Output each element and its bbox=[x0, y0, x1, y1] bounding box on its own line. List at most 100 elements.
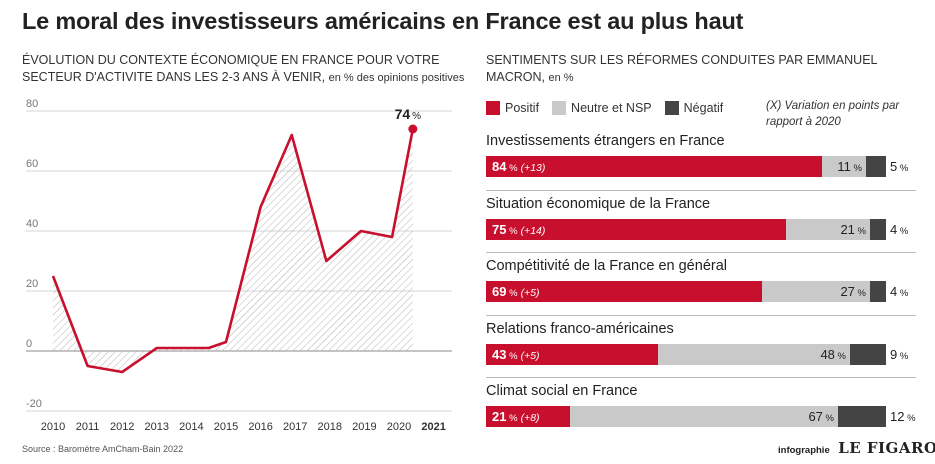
bar-value-positive: 75 % (+14) bbox=[492, 222, 545, 237]
bar-segment-negative: 12 % bbox=[838, 406, 916, 427]
bar-chart-subtitle-unit: en % bbox=[548, 72, 574, 84]
x-tick-label: 2014 bbox=[179, 421, 203, 433]
variation-value: (+13) bbox=[520, 162, 546, 174]
legend-item-neutral: Neutre et NSP bbox=[552, 101, 652, 115]
x-tick-label: 2020 bbox=[387, 421, 411, 433]
end-value-unit: % bbox=[412, 111, 421, 122]
page-title: Le moral des investisseurs américains en… bbox=[22, 8, 744, 34]
stacked-bar: 84 % (+13) 11 % 5 % bbox=[486, 156, 908, 177]
x-tick-label: 2012 bbox=[110, 421, 134, 433]
y-tick-label: 40 bbox=[26, 218, 38, 230]
bar-segment-positive: 75 % (+14) bbox=[486, 218, 786, 240]
neutral-unit: % bbox=[834, 350, 846, 362]
bar-segment-neutral: 11 % bbox=[822, 156, 866, 177]
x-tick-label: 2015 bbox=[214, 421, 238, 433]
bar-segment-negative: 5 % bbox=[866, 156, 908, 177]
positive-unit: % bbox=[506, 350, 518, 362]
bar-segment-positive: 84 % (+13) bbox=[486, 156, 822, 177]
line-chart-subtitle-text: ÉVOLUTION DU CONTEXTE ÉCONOMIQUE EN FRAN… bbox=[22, 53, 440, 84]
x-tick-label: 2021 bbox=[421, 421, 445, 433]
bar-segment-negative: 9 % bbox=[850, 343, 908, 365]
neutral-unit: % bbox=[854, 225, 866, 237]
bar-value-neutral: 11 % bbox=[837, 159, 862, 174]
bar-category-label: Investissements étrangers en France bbox=[486, 133, 725, 149]
negative-unit: % bbox=[897, 288, 909, 299]
bar-value-neutral: 21 % bbox=[840, 222, 866, 237]
x-tick-label: 2013 bbox=[145, 421, 169, 433]
positive-value: 75 bbox=[492, 221, 507, 237]
positive-value: 69 bbox=[492, 284, 507, 299]
neutral-value: 27 bbox=[840, 284, 855, 299]
end-value-label: 74% bbox=[395, 106, 422, 122]
neutral-value: 67 bbox=[808, 409, 823, 424]
variation-value: (+14) bbox=[520, 224, 546, 237]
bar-chart-legend: Positif Neutre et NSP Négatif bbox=[486, 100, 736, 116]
bar-chart-subtitle: SENTIMENTS SUR LES RÉFORMES CONDUITES PA… bbox=[486, 52, 906, 87]
bar-value-negative: 9 % bbox=[890, 347, 908, 362]
positive-unit: % bbox=[506, 413, 518, 424]
x-tick-label: 2016 bbox=[248, 421, 272, 433]
source-note: Source : Baromètre AmCham-Bain 2022 bbox=[22, 444, 184, 454]
y-tick-label: 80 bbox=[26, 98, 38, 110]
bar-value-neutral: 67 % bbox=[808, 409, 834, 424]
negative-unit: % bbox=[904, 413, 916, 424]
legend-label-negative: Négatif bbox=[683, 101, 724, 115]
bar-value-negative: 12 % bbox=[890, 409, 916, 424]
bar-value-negative: 4 % bbox=[890, 284, 908, 299]
negative-unit: % bbox=[897, 350, 909, 362]
negative-value: 4 bbox=[890, 284, 898, 299]
bar-value-negative: 5 % bbox=[890, 159, 908, 174]
y-tick-label: -20 bbox=[26, 398, 42, 410]
neutral-value: 21 bbox=[840, 221, 855, 237]
positive-value: 43 bbox=[492, 346, 507, 362]
legend-swatch-positive bbox=[486, 101, 500, 115]
bar-value-negative: 4 % bbox=[890, 222, 908, 237]
legend-label-positive: Positif bbox=[505, 101, 540, 115]
neutral-value: 48 bbox=[820, 346, 835, 362]
negative-unit: % bbox=[897, 163, 909, 174]
y-tick-label: 20 bbox=[26, 278, 38, 290]
bar-chart-subtitle-text: SENTIMENTS SUR LES RÉFORMES CONDUITES PA… bbox=[486, 53, 878, 84]
bar-category-label: Relations franco-américaines bbox=[486, 320, 674, 337]
bar-segment-negative: 4 % bbox=[870, 281, 908, 302]
legend-item-negative: Négatif bbox=[664, 101, 724, 115]
bar-value-positive: 43 % (+5) bbox=[492, 347, 540, 362]
bar-segment-negative: 4 % bbox=[870, 218, 908, 240]
le-figaro-logo: LE FIGARO bbox=[838, 439, 935, 457]
y-tick-label: 0 bbox=[26, 338, 32, 350]
stacked-bar: 75 % (+14) 21 % 4 % bbox=[486, 218, 908, 240]
x-tick-label: 2017 bbox=[283, 421, 307, 433]
legend-label-neutral: Neutre et NSP bbox=[571, 101, 652, 115]
neutral-unit: % bbox=[854, 288, 866, 299]
negative-value: 5 bbox=[890, 159, 898, 174]
variation-value: (+8) bbox=[520, 412, 540, 424]
bar-segment-positive: 21 % (+8) bbox=[486, 406, 570, 427]
stacked-bar: 21 % (+8) 67 % 12 % bbox=[486, 406, 916, 427]
legend-item-positive: Positif bbox=[486, 101, 539, 115]
line-chart-subtitle: ÉVOLUTION DU CONTEXTE ÉCONOMIQUE EN FRAN… bbox=[22, 52, 472, 87]
negative-value: 9 bbox=[890, 346, 898, 362]
neutral-value: 11 bbox=[837, 159, 851, 174]
credit: infographie LE FIGARO bbox=[778, 439, 935, 458]
positive-unit: % bbox=[506, 288, 518, 299]
bar-segment-positive: 43 % (+5) bbox=[486, 343, 658, 365]
y-tick-label: 60 bbox=[26, 158, 38, 170]
line-chart-subtitle-unit: en % des opinions positives bbox=[328, 72, 465, 84]
neutral-unit: % bbox=[822, 413, 834, 424]
stacked-bar: 43 % (+5) 48 % 9 % bbox=[486, 343, 908, 365]
row-separator bbox=[486, 252, 916, 253]
neutral-unit: % bbox=[850, 163, 862, 174]
bar-value-positive: 84 % (+13) bbox=[492, 159, 545, 174]
x-tick-label: 2019 bbox=[352, 421, 376, 433]
x-tick-label: 2011 bbox=[76, 421, 100, 433]
x-tick-label: 2010 bbox=[41, 421, 65, 433]
variation-value: (+5) bbox=[520, 287, 540, 299]
bar-segment-neutral: 67 % bbox=[570, 406, 838, 427]
legend-swatch-negative bbox=[664, 101, 679, 115]
bar-value-neutral: 27 % bbox=[840, 284, 866, 299]
row-separator bbox=[486, 314, 916, 316]
positive-unit: % bbox=[506, 163, 518, 174]
bar-segment-neutral: 48 % bbox=[658, 343, 850, 365]
x-tick-label: 2018 bbox=[318, 421, 342, 433]
negative-value: 12 bbox=[890, 409, 905, 424]
